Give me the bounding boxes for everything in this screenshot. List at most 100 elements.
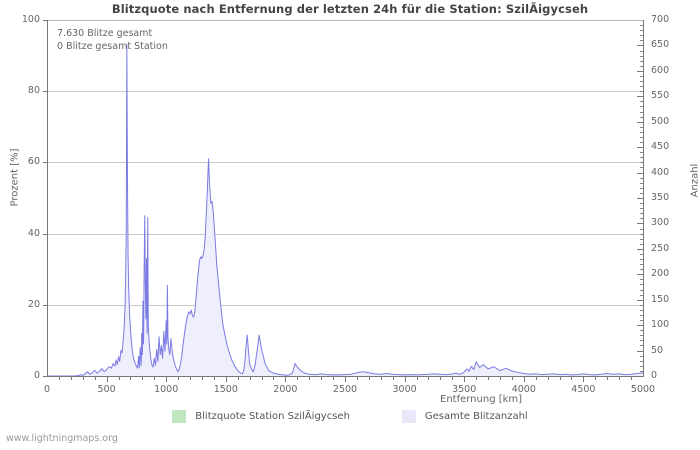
x-tick-label: 0 [43,384,51,395]
y-tick-right-minor [640,264,643,266]
y-tick-right-major [637,172,643,174]
y-tick-left [43,91,47,93]
y-tick-right-minor [640,279,643,281]
y-tick-label-right: 250 [651,242,670,254]
x-tick-label: 2500 [332,384,358,395]
y-tick-right-minor [640,167,643,169]
y-tick-right-minor [640,304,643,306]
y-tick-right-minor [640,355,643,357]
y-tick-right-minor [640,192,643,194]
series-line-total-count [47,44,643,377]
legend-item-total-count[interactable]: Gesamte Blitzanzahl [401,410,528,423]
x-tick [213,377,215,380]
x-axis-title: Entfernung [km] [440,394,523,405]
y-tick-right-minor [640,269,643,271]
x-tick-label: 4000 [511,384,536,395]
y-tick-right-major [637,274,643,276]
y-tick-label-right: 100 [651,319,670,331]
y-tick-label-right: 700 [651,14,670,25]
x-tick-label: 3000 [392,384,417,395]
y-tick-right-minor [640,294,643,296]
y-tick-right-major [637,70,643,72]
x-tick [547,377,549,380]
x-tick [488,377,490,380]
x-tick [631,377,633,380]
y-tick-label-right: 600 [651,64,670,76]
x-tick-label: 4500 [571,384,596,395]
x-tick [404,377,406,382]
x-tick [225,377,227,382]
y-tick-left [43,376,47,377]
legend-label-station-quote: Blitzquote Station SzilÃigycseh [195,411,350,422]
legend-swatch-station-quote [172,410,187,423]
y-tick-right-major [637,198,643,199]
y-tick-right-minor [640,365,643,367]
y-tick-label-left: 0 [33,370,40,381]
annotation-total-strokes: 7.630 Blitze gesamt [57,28,153,39]
x-tick [571,377,573,380]
y-tick-right-major [637,96,643,98]
y-tick-right-minor [640,203,643,205]
y-tick-right-minor [640,40,643,42]
y-axis-left-title: Prozent [%] [9,148,21,207]
y-tick-right-minor [640,243,643,245]
y-tick-right-minor [640,157,643,159]
y-tick-left [43,162,47,164]
legend-label-total-count: Gesamte Blitzanzahl [424,411,528,422]
y-tick-right-minor [640,131,643,133]
y-tick-label-right: 450 [651,141,670,153]
y-tick-right-major [637,45,643,47]
legend-swatch-total-count [401,410,416,423]
y-tick-right-minor [640,126,643,128]
x-tick [392,377,394,380]
gridline [47,233,643,235]
x-tick [249,377,251,380]
y-tick-left [43,304,47,306]
x-tick [190,377,192,380]
y-tick-right-minor [640,208,643,210]
x-tick [476,377,478,380]
x-tick [82,377,84,380]
y-tick-right-minor [640,213,643,215]
y-tick-label-left: 60 [27,156,40,168]
x-tick [523,377,525,382]
x-tick [154,377,156,380]
x-tick [237,377,239,380]
x-tick-label: 2000 [273,384,298,395]
y-tick-right-minor [640,218,643,220]
y-tick-right-major [637,147,643,149]
y-tick-right-minor [640,60,643,62]
y-tick-label-right: 350 [651,192,670,203]
y-tick-label-right: 500 [651,115,670,127]
plot-frame-top [47,20,643,21]
y-tick-right-minor [640,345,643,347]
x-tick [201,377,203,380]
x-tick [595,377,597,380]
y-tick-right-minor [640,25,643,27]
y-tick-right-minor [640,309,643,311]
x-tick [273,377,275,380]
y-tick-right-minor [640,187,643,189]
x-tick [333,377,335,380]
y-tick-right-major [637,299,643,301]
y-tick-right-major [637,248,643,250]
y-tick-right-minor [640,35,643,37]
y-tick-left [43,20,47,21]
y-tick-label-right: 200 [651,268,670,280]
y-tick-right-minor [640,228,643,230]
x-tick [166,377,168,382]
y-tick-right-minor [640,320,643,322]
y-tick-right-minor [640,101,643,103]
x-tick [58,377,60,380]
legend-item-station-quote[interactable]: Blitzquote Station SzilÃigycseh [172,410,350,423]
y-tick-right-minor [640,111,643,113]
y-tick-label-right: 50 [651,344,664,356]
y-tick-right-minor [640,152,643,154]
x-tick [464,377,466,382]
x-tick-label: 3500 [452,384,477,395]
y-tick-right-minor [640,340,643,342]
x-tick [345,377,346,382]
x-tick [619,377,621,380]
x-tick-label: 5000 [630,384,656,395]
x-tick-label: 500 [97,384,116,395]
